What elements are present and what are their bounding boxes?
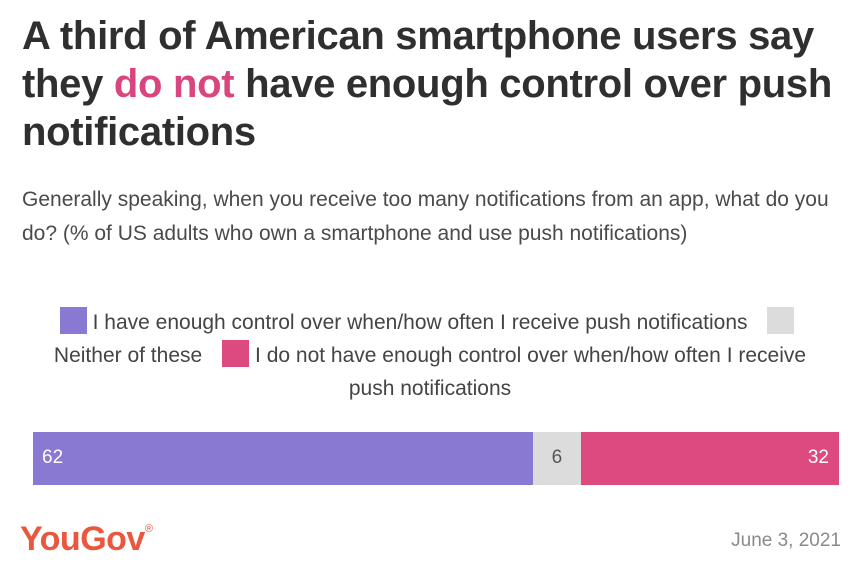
legend-swatch-enough-control <box>59 307 87 334</box>
bar-segment-enough-control: 62 <box>33 432 533 485</box>
title-part2: have enough control over push notificati… <box>22 62 832 154</box>
title-highlight: do not <box>113 62 235 106</box>
legend-label-not-enough-control: I do not have enough control over when/h… <box>255 344 807 400</box>
legend-item-neither: Neither of these <box>53 307 800 367</box>
legend-swatch-not-enough-control <box>222 340 250 367</box>
legend-label-neither: Neither of these <box>53 344 203 367</box>
title-part1: A third of American smartphone users say… <box>22 14 814 106</box>
chart-title: A third of American smartphone users say… <box>22 12 852 156</box>
data-label-enough-control: 62 <box>42 447 64 468</box>
legend: I have enough control over when/how ofte… <box>30 306 830 405</box>
publish-date: June 3, 2021 <box>731 530 841 551</box>
logo-text: YouGov <box>20 520 145 558</box>
stacked-bar: 62 6 32 <box>33 432 839 485</box>
yougov-logo: YouGov® <box>20 520 153 559</box>
legend-item-not-enough-control: I do not have enough control over when/h… <box>208 340 807 400</box>
logo-registered-mark: ® <box>144 523 153 535</box>
data-label-not-enough-control: 32 <box>807 447 829 468</box>
legend-swatch-neither <box>767 307 795 334</box>
chart-subtitle: Generally speaking, when you receive too… <box>22 188 829 245</box>
bar-segment-neither: 6 <box>532 432 582 485</box>
legend-item-enough-control: I have enough control over when/how ofte… <box>59 307 748 334</box>
legend-label-enough-control: I have enough control over when/how ofte… <box>92 311 748 334</box>
bar-segment-not-enough-control: 32 <box>581 432 839 485</box>
data-label-neither: 6 <box>551 447 563 468</box>
